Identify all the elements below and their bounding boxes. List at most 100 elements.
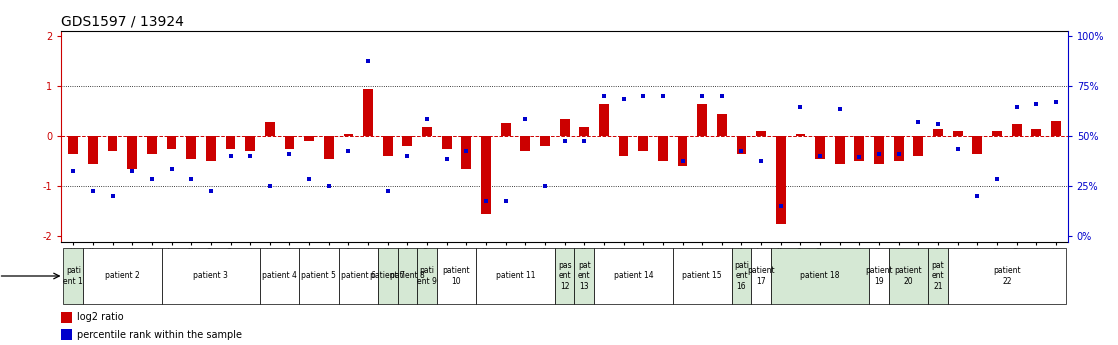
Bar [501,123,511,136]
FancyBboxPatch shape [771,248,869,304]
Bar [776,136,786,224]
Text: patient 15: patient 15 [682,272,722,280]
Text: patient 18: patient 18 [800,272,840,280]
Bar [442,136,452,149]
FancyBboxPatch shape [64,248,83,304]
Bar [560,119,569,136]
Bar [187,136,196,159]
Bar [363,89,373,136]
Text: patient 14: patient 14 [614,272,653,280]
Bar [756,131,766,136]
Bar [146,136,157,154]
Bar [382,136,392,156]
Bar [1012,124,1022,136]
Text: patient
19: patient 19 [865,266,893,286]
Bar [796,134,805,136]
Text: log2 ratio: log2 ratio [77,313,124,322]
FancyBboxPatch shape [300,248,339,304]
Bar [678,136,688,166]
Bar [324,136,333,159]
FancyBboxPatch shape [575,248,594,304]
Text: pati
ent
16: pati ent 16 [733,261,749,291]
Text: patient
20: patient 20 [894,266,922,286]
FancyBboxPatch shape [339,248,378,304]
Text: patient 2: patient 2 [105,272,140,280]
FancyBboxPatch shape [869,248,889,304]
FancyBboxPatch shape [889,248,928,304]
Text: patient 8: patient 8 [390,272,425,280]
FancyBboxPatch shape [476,248,555,304]
Bar [226,136,236,149]
Bar [206,136,216,161]
Bar [737,136,747,154]
FancyBboxPatch shape [928,248,948,304]
Bar [953,131,963,136]
Bar [167,136,177,149]
Bar [68,136,78,154]
Text: patient
22: patient 22 [993,266,1021,286]
FancyBboxPatch shape [417,248,437,304]
Bar [265,122,275,136]
Bar [127,136,138,169]
Text: pati
ent 9: pati ent 9 [417,266,437,286]
Bar [618,136,628,156]
Bar [304,136,314,141]
FancyBboxPatch shape [378,248,398,304]
Bar [874,136,884,164]
Text: pat
ent
13: pat ent 13 [578,261,590,291]
Text: patient
10: patient 10 [443,266,471,286]
FancyBboxPatch shape [83,248,162,304]
FancyBboxPatch shape [162,248,260,304]
Text: patient
17: patient 17 [747,266,775,286]
FancyBboxPatch shape [948,248,1065,304]
Bar [462,136,472,169]
Bar [579,127,589,136]
Text: GDS1597 / 13924: GDS1597 / 13924 [61,14,184,29]
Text: patient 6: patient 6 [341,272,376,280]
Bar [285,136,294,149]
Bar [343,134,353,136]
FancyBboxPatch shape [594,248,673,304]
Bar [540,136,550,146]
Bar [245,136,255,151]
Text: pati
ent 1: pati ent 1 [64,266,83,286]
Text: patient 11: patient 11 [495,272,536,280]
Bar [638,136,648,151]
Bar [88,136,98,164]
FancyBboxPatch shape [398,248,417,304]
FancyBboxPatch shape [751,248,771,304]
Text: patient 3: patient 3 [193,272,228,280]
Bar [698,104,707,136]
Bar [992,131,1002,136]
Bar [61,312,72,323]
Bar [973,136,983,154]
Bar [893,136,903,161]
FancyBboxPatch shape [673,248,731,304]
Bar [835,136,844,164]
FancyBboxPatch shape [260,248,300,304]
Bar [520,136,530,151]
Text: patient 5: patient 5 [302,272,337,280]
FancyBboxPatch shape [437,248,476,304]
Bar [1051,121,1061,136]
Bar [107,136,117,151]
Text: pas
ent
12: pas ent 12 [558,261,571,291]
Bar [913,136,923,156]
Text: patient 7: patient 7 [370,272,405,280]
Bar [61,329,72,340]
Bar [599,104,609,136]
Bar [402,136,413,146]
Bar [1031,129,1041,136]
Text: patient 4: patient 4 [263,272,297,280]
Bar [815,136,825,159]
FancyBboxPatch shape [731,248,751,304]
Text: percentile rank within the sample: percentile rank within the sample [77,330,243,339]
Bar [657,136,667,161]
FancyBboxPatch shape [555,248,575,304]
Bar [717,114,727,136]
Bar [481,136,491,214]
Bar [423,127,432,136]
Bar [854,136,864,161]
Text: pat
ent
21: pat ent 21 [931,261,945,291]
Bar [934,129,942,136]
